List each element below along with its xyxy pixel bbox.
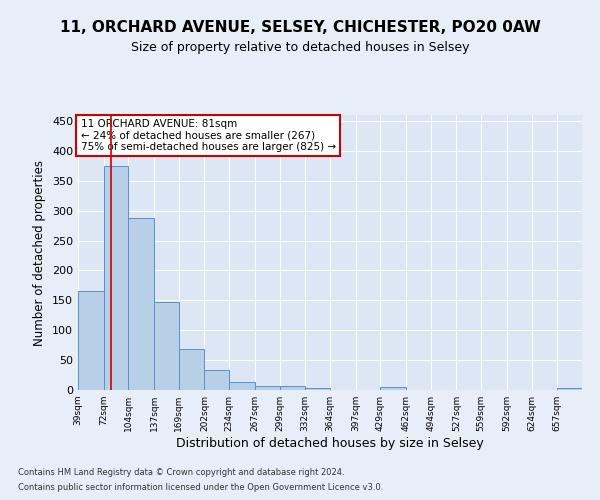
- Bar: [380, 387, 406, 390]
- Bar: [205, 370, 229, 390]
- Bar: [280, 386, 305, 390]
- Bar: [154, 302, 179, 390]
- Text: Size of property relative to detached houses in Selsey: Size of property relative to detached ho…: [131, 41, 469, 54]
- Text: Contains public sector information licensed under the Open Government Licence v3: Contains public sector information licen…: [18, 483, 383, 492]
- Y-axis label: Number of detached properties: Number of detached properties: [34, 160, 46, 346]
- Bar: [557, 388, 582, 390]
- Bar: [78, 292, 104, 390]
- Bar: [305, 388, 330, 390]
- Text: Contains HM Land Registry data © Crown copyright and database right 2024.: Contains HM Land Registry data © Crown c…: [18, 468, 344, 477]
- X-axis label: Distribution of detached houses by size in Selsey: Distribution of detached houses by size …: [176, 437, 484, 450]
- Bar: [128, 218, 154, 390]
- Bar: [229, 382, 255, 390]
- Bar: [255, 386, 280, 390]
- Bar: [179, 349, 205, 390]
- Text: 11 ORCHARD AVENUE: 81sqm
← 24% of detached houses are smaller (267)
75% of semi-: 11 ORCHARD AVENUE: 81sqm ← 24% of detach…: [80, 119, 335, 152]
- Text: 11, ORCHARD AVENUE, SELSEY, CHICHESTER, PO20 0AW: 11, ORCHARD AVENUE, SELSEY, CHICHESTER, …: [59, 20, 541, 35]
- Bar: [104, 166, 128, 390]
